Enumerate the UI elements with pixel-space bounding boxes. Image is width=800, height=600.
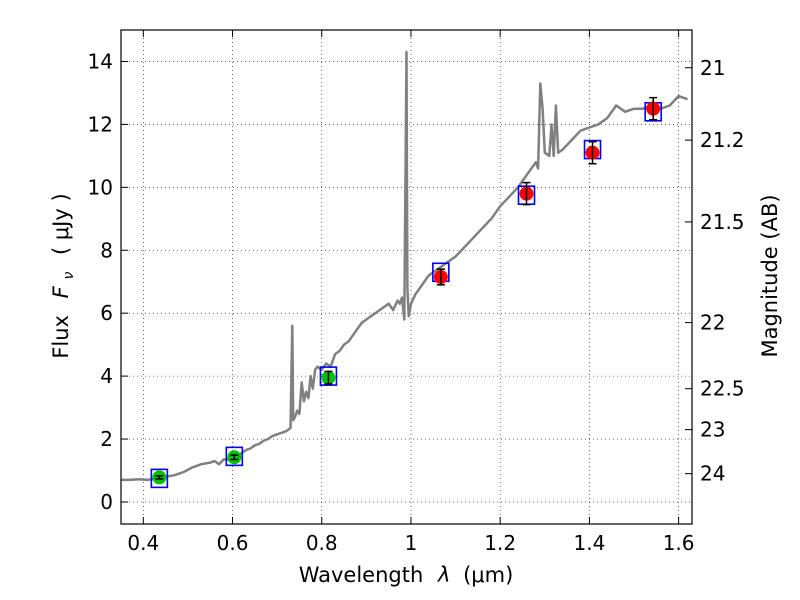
y2-axis-title: Magnitude (AB) [758,194,782,357]
plot-frame [120,29,693,525]
y-axis-title-subscript: ν [61,272,77,280]
y2-tick-label: 22.5 [700,377,745,401]
x-tick-label: 1 [405,531,418,555]
y-axis-title-text: Flux [49,315,73,359]
y-tick-label: 2 [100,427,113,451]
y-tick-label: 14 [88,49,113,73]
x-tick-label: 0.4 [127,531,159,555]
y2-tick-label: 21.2 [700,128,745,152]
y-tick-label: 8 [100,238,113,262]
y2-tick-label: 23 [700,418,725,442]
x-axis-title-symbol: λ [437,563,450,587]
y-tick-label: 0 [100,490,113,514]
y2-tick-label: 21.5 [700,210,745,234]
x-tick-label: 0.8 [306,531,338,555]
model-flux-box [150,468,169,489]
x-tick-label: 1.6 [663,531,695,555]
y-tick-label: 10 [88,175,113,199]
x-tick-label: 1.2 [484,531,516,555]
x-tick-label: 0.6 [217,531,249,555]
y2-tick-label: 21 [700,56,725,80]
y2-tick-label: 24 [700,462,725,486]
y2-tick-label: 22 [700,311,725,335]
series [121,50,688,489]
y-tick-label: 12 [88,112,113,136]
y-axis-title-symbol: F [49,285,73,298]
y-tick-label: 4 [100,364,113,388]
spectrum-line [121,50,688,482]
model-flux-box [319,366,338,386]
x-axis-title-text: Wavelength [299,563,424,587]
y-axis-title-unit: ( μJy ) [49,193,73,255]
x-axis-title-unit: (μm) [463,563,513,587]
x-tick-label: 1.4 [573,531,605,555]
y-tick-label: 6 [100,301,113,325]
x-axis-title: Wavelength λ (μm) [299,563,514,587]
y-axis-title: Flux F ν ( μJy ) [49,193,78,358]
model-flux-box [225,446,244,467]
